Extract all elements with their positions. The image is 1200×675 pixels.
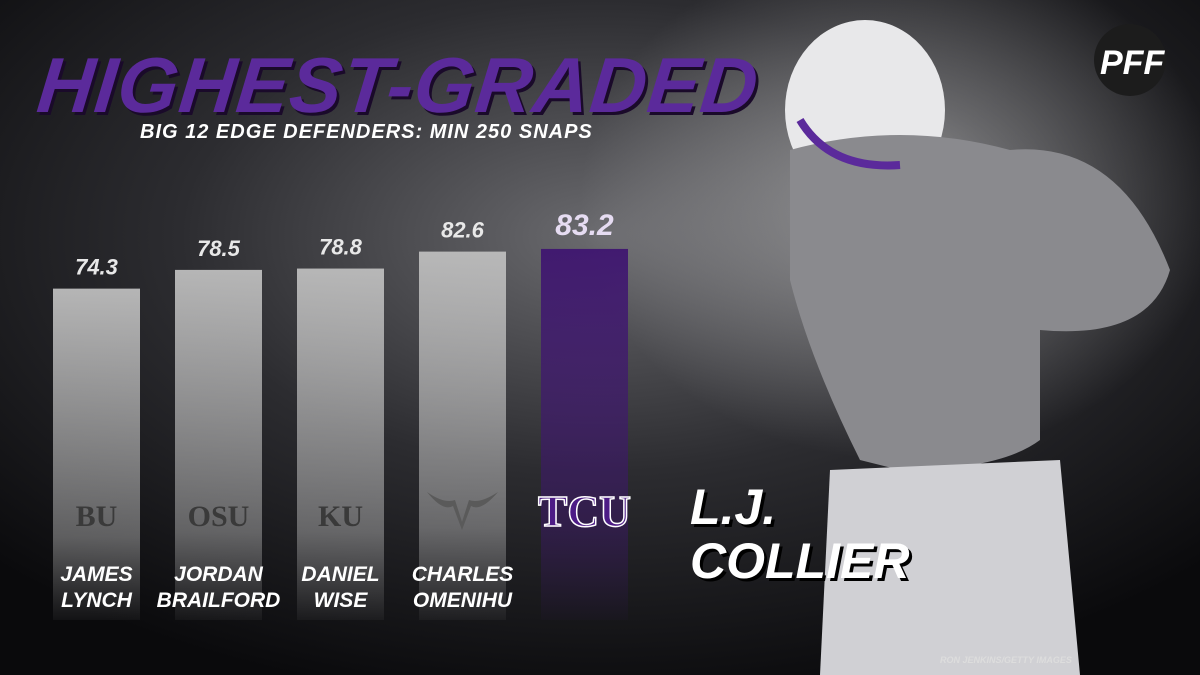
subtitle: BIG 12 EDGE DEFENDERS: MIN 250 SNAPS xyxy=(140,121,593,143)
highlight-name: L.J. COLLIER xyxy=(690,479,910,589)
team-logo: TCU xyxy=(538,487,631,536)
value-label: 78.8 xyxy=(319,235,363,260)
brand-badge xyxy=(1094,24,1166,96)
value-label: 78.5 xyxy=(197,236,241,261)
bar xyxy=(175,269,262,620)
player-silhouette xyxy=(785,20,1170,675)
bar xyxy=(53,288,140,620)
category-label: CHARLES OMENIHU xyxy=(411,563,514,612)
value-label: 83.2 xyxy=(555,209,614,242)
category-label: JAMES LYNCH xyxy=(60,563,133,612)
team-logo: OSU xyxy=(188,500,250,533)
title: HIGHEST-GRADED xyxy=(33,41,764,129)
category-label: DANIEL WISE xyxy=(301,563,380,612)
team-logo xyxy=(427,492,498,530)
category-label: JORDAN BRAILFORD xyxy=(156,563,281,612)
brand: PFF xyxy=(1100,44,1165,82)
photo-credit: RON JENKINS/GETTY IMAGES xyxy=(940,655,1072,665)
team-logo: BU xyxy=(76,500,118,533)
value-label: 82.6 xyxy=(441,218,485,243)
team-logo: KU xyxy=(318,500,363,533)
bar xyxy=(297,268,384,620)
bar xyxy=(541,248,628,621)
value-label: 74.3 xyxy=(75,255,118,280)
bar xyxy=(419,251,506,620)
